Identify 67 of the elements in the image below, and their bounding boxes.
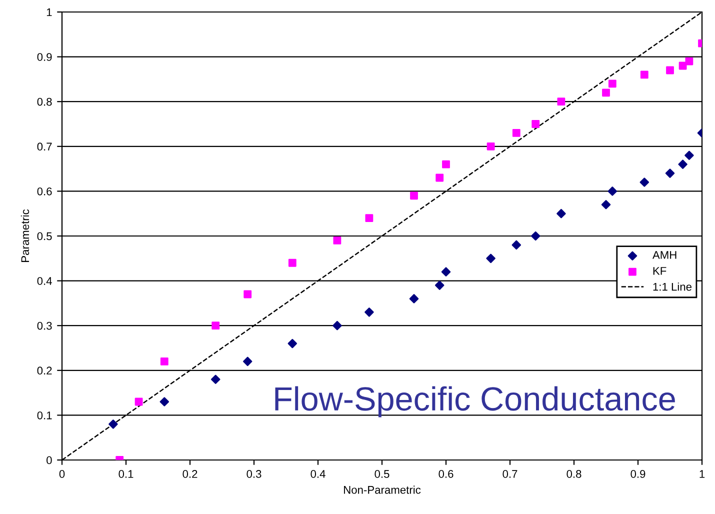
y-tick-label: 1 <box>46 8 52 16</box>
point <box>332 320 342 330</box>
point <box>244 290 252 298</box>
point <box>608 80 616 88</box>
x-tick-label: 0.6 <box>438 470 454 478</box>
x-tick-label: 0.1 <box>118 470 134 478</box>
point <box>557 98 566 106</box>
point <box>512 240 522 250</box>
point <box>288 258 296 267</box>
point <box>512 129 520 137</box>
point <box>409 294 419 304</box>
legend-label: KF <box>653 267 666 275</box>
point <box>134 398 143 406</box>
point <box>108 420 118 429</box>
point <box>333 236 342 244</box>
y-tick-label: 0.2 <box>37 366 52 375</box>
x-tick-label: 0 <box>59 470 65 478</box>
point <box>685 57 694 66</box>
x-tick-label: 0.7 <box>502 470 518 478</box>
point <box>441 267 451 276</box>
point <box>666 66 674 74</box>
x-tick-label: 0.3 <box>246 470 262 478</box>
point <box>601 200 611 210</box>
point <box>442 160 450 168</box>
x-tick-label: 0.4 <box>310 470 326 478</box>
point <box>242 356 252 366</box>
annotation: Flow-Specific Conductance <box>275 386 675 418</box>
point <box>684 150 694 160</box>
point <box>210 374 220 384</box>
point <box>678 160 688 169</box>
x-tick-label: 0.9 <box>630 470 646 478</box>
point <box>410 192 418 200</box>
point <box>556 208 566 218</box>
point <box>288 338 298 348</box>
x-tick-label: 0.5 <box>374 470 390 478</box>
point <box>530 231 540 241</box>
point <box>160 397 170 406</box>
y-axis-title: Parametric <box>20 209 30 262</box>
y-tick-label: 0.7 <box>37 142 52 151</box>
point <box>434 280 444 290</box>
y-tick-label: 0.3 <box>37 322 52 330</box>
point <box>486 142 495 150</box>
point <box>160 357 168 366</box>
x-tick-label: 0.8 <box>566 470 582 478</box>
x-axis-title: Non-Parametric <box>344 486 421 494</box>
point <box>365 214 374 222</box>
point <box>532 120 540 128</box>
point <box>486 254 496 264</box>
y-tick-label: 0.5 <box>37 232 52 240</box>
point <box>364 308 374 317</box>
y-tick-label: 0.8 <box>37 98 52 106</box>
legend-label: AMH <box>652 251 676 259</box>
point <box>640 70 648 79</box>
legend-label: 1:1 Line <box>653 282 692 291</box>
point <box>602 88 610 97</box>
point <box>436 174 444 182</box>
x-tick-label: 1 <box>700 470 705 478</box>
y-tick-label: 0.4 <box>37 277 52 285</box>
y-tick-label: 0.1 <box>37 411 52 420</box>
point <box>212 322 220 330</box>
x-tick-label: 0.2 <box>182 470 198 478</box>
point <box>608 186 618 196</box>
point <box>665 168 675 178</box>
y-tick-label: 0.9 <box>37 53 52 61</box>
y-tick-label: 0 <box>46 456 52 464</box>
y-tick-label: 0.6 <box>37 187 52 196</box>
point <box>640 178 650 187</box>
